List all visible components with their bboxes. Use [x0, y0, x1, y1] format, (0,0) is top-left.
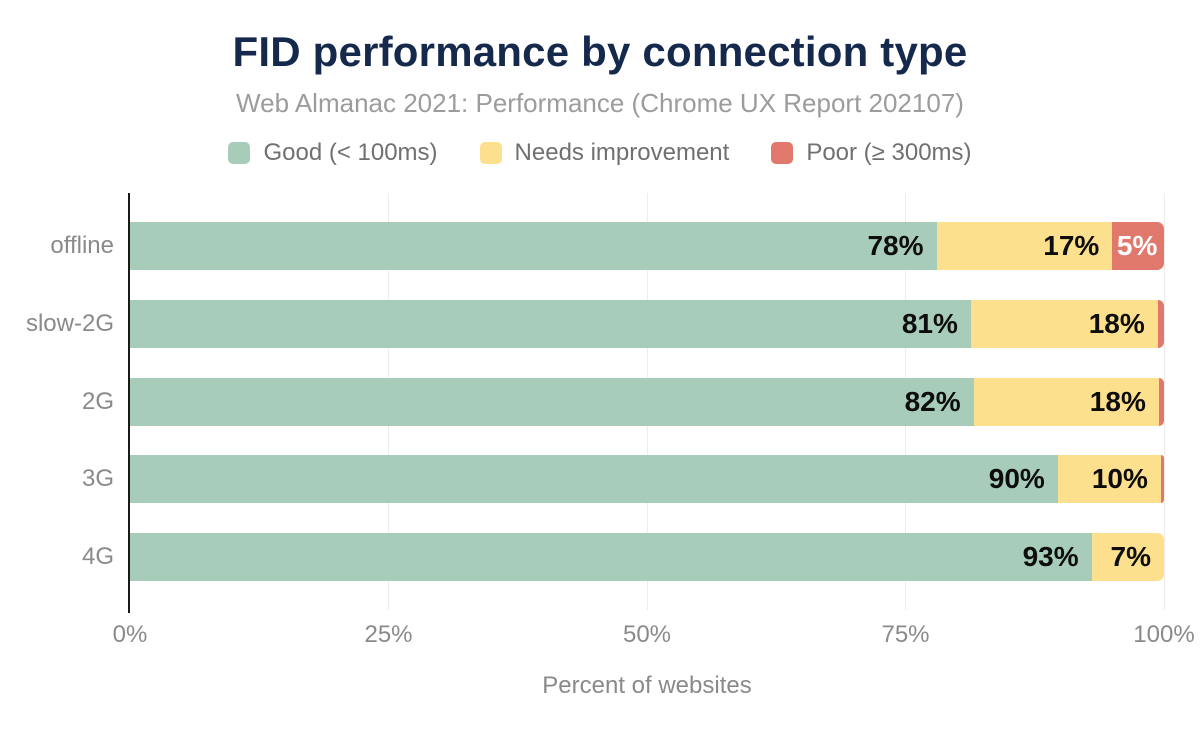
legend-item-0: Good (< 100ms) [228, 139, 438, 167]
legend-swatch-icon [771, 142, 794, 164]
bar-segment-3G-2 [1160, 455, 1164, 503]
bar-segment-slow-2G-0: 81% [130, 300, 971, 348]
gridline-100 [1163, 193, 1165, 610]
bar-segment-offline-0: 78% [130, 222, 937, 270]
bar-segment-2G-1: 18% [973, 378, 1159, 426]
bar-row-2G: 82% 18% [130, 378, 1164, 426]
bar-value-label: 18% [1089, 386, 1146, 417]
legend-swatch-icon [228, 142, 251, 164]
category-label-3G: 3G [81, 465, 114, 492]
bar-row-offline: 78% 17% 5% [130, 222, 1164, 270]
category-label-2G: 2G [81, 388, 114, 415]
chart-title: FID performance by connection type [232, 28, 968, 75]
category-label-4G: 4G [81, 543, 114, 570]
bar-value-label: 81% [901, 308, 958, 339]
bar-value-label: 90% [988, 463, 1045, 494]
legend: Good (< 100ms) Needs improvement Poor (≥ 3… [0, 139, 1200, 167]
bar-segment-slow-2G-1: 18% [970, 300, 1158, 348]
bar-value-label: 7% [1110, 541, 1151, 572]
legend-swatch-icon [479, 142, 502, 164]
bar-value-label: 93% [1022, 541, 1079, 572]
x-tick-label-100: 100% [1133, 621, 1195, 648]
bar-segment-offline-1: 17% [936, 222, 1113, 270]
category-label-slow-2G: slow-2G [25, 310, 114, 337]
x-tick-label-50: 50% [622, 621, 672, 648]
bar-value-label: 17% [1043, 230, 1100, 261]
bar-row-3G: 90% 10% [130, 455, 1164, 503]
x-tick-label-0: 0% [112, 621, 148, 648]
bar-value-label: 82% [904, 386, 961, 417]
bar-value-label: 10% [1091, 463, 1148, 494]
category-label-offline: offline [50, 232, 114, 259]
chart-subtitle: Web Almanac 2021: Performance (Chrome UX… [236, 88, 964, 118]
bar-row-4G: 93% 7% [130, 533, 1164, 581]
bar-segment-4G-1: 7% [1091, 533, 1164, 581]
bar-segment-3G-0: 90% [130, 455, 1058, 503]
bar-value-label: 18% [1088, 308, 1145, 339]
bar-value-label: 5% [1116, 230, 1158, 261]
bar-segment-2G-0: 82% [130, 378, 974, 426]
legend-item-2: Poor (≥ 300ms) [771, 139, 972, 167]
plot-area: 0% 25% 50% 75% 100% offline 78% 17% 5% slow-2G 81%… [26, 193, 1195, 648]
bar-row-slow-2G: 81% 18% [130, 300, 1165, 348]
bar-segment-offline-2: 5% [1112, 222, 1164, 270]
bar-segment-2G-2 [1158, 378, 1164, 426]
bar-value-label: 78% [867, 230, 924, 261]
bar-segment-4G-0: 93% [130, 533, 1092, 581]
bar-segment-slow-2G-2 [1157, 300, 1165, 348]
legend-item-1: Needs improvement [479, 139, 730, 167]
legend-label: Poor (≥ 300ms) [806, 139, 972, 166]
bar-segment-3G-1: 10% [1057, 455, 1161, 503]
legend-label: Good (< 100ms) [263, 139, 438, 166]
x-tick-label-25: 25% [364, 621, 413, 648]
y-axis-line [128, 193, 130, 613]
legend-label: Needs improvement [514, 139, 730, 166]
x-axis-title: Percent of websites [542, 672, 752, 699]
x-tick-label-75: 75% [881, 621, 930, 648]
